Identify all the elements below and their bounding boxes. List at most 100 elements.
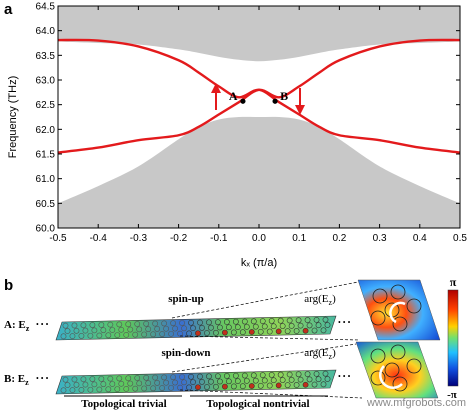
rod (64, 328, 71, 334)
rod (297, 376, 304, 383)
plot-area (58, 6, 460, 228)
rod (320, 327, 327, 334)
rod (284, 328, 291, 335)
rod (304, 317, 311, 323)
rod (239, 383, 246, 390)
rod (225, 378, 232, 385)
row-a-dots-right: • • • (338, 318, 351, 327)
rod (82, 381, 89, 388)
rod (204, 330, 210, 336)
rod (208, 324, 214, 331)
rod (259, 372, 266, 379)
point-a (240, 98, 246, 104)
rod (168, 330, 174, 337)
rod (234, 324, 241, 330)
rod (154, 326, 161, 332)
rod (91, 327, 98, 334)
rod (107, 375, 114, 382)
y-tick-label: 60.5 (36, 199, 56, 210)
rod (96, 332, 103, 339)
rod (98, 375, 105, 382)
row-b-label: B: Ez (4, 373, 29, 387)
row-b-rods (60, 370, 331, 394)
x-tick-label: 0.4 (413, 233, 427, 244)
rod (322, 316, 329, 323)
row-b-label-sub: z (25, 378, 29, 387)
rod (64, 382, 71, 388)
rod (190, 325, 196, 332)
rod (150, 385, 157, 392)
rod (268, 372, 275, 378)
rod (114, 332, 121, 338)
rod (232, 372, 239, 379)
rod (288, 322, 295, 329)
rod (118, 326, 125, 333)
bulk-upper-band (58, 6, 460, 62)
rod (324, 322, 331, 328)
rod (109, 381, 116, 387)
rod (221, 329, 228, 336)
rod (109, 327, 116, 333)
row-a-dots-left: • • • (36, 320, 49, 329)
rod (186, 384, 192, 391)
rod (295, 317, 302, 324)
row-b-dots-left: • • • (36, 374, 49, 383)
rod (105, 332, 112, 339)
rod (206, 373, 212, 380)
rod (275, 382, 282, 389)
rod (190, 379, 196, 386)
rod (179, 320, 185, 326)
y-tick-label: 62.0 (36, 125, 56, 136)
row-b-zoom-line-bottom (179, 389, 363, 399)
x-tick-label: 0.3 (373, 233, 387, 244)
rod (313, 370, 320, 377)
rod (141, 385, 148, 392)
rod (288, 376, 295, 383)
row-b-field-map (55, 369, 337, 395)
rod (266, 382, 273, 389)
y-tick-label: 63.5 (36, 51, 56, 62)
rod (80, 322, 87, 329)
rod (315, 376, 322, 383)
row-a-spin: spin-up (168, 293, 203, 305)
rod (306, 376, 313, 383)
rod (248, 329, 255, 335)
y-tick-label: 61.0 (36, 174, 56, 185)
rod (284, 382, 291, 389)
row-a-zoom-line-bottom (179, 335, 361, 341)
rod (163, 379, 170, 386)
rod (159, 385, 166, 391)
rod (257, 382, 264, 389)
rod (78, 333, 85, 339)
rod (259, 318, 266, 325)
y-tick-label: 63.0 (36, 76, 56, 87)
rod (132, 331, 139, 338)
point-a-label: A (229, 89, 238, 103)
rod (87, 332, 94, 339)
rod (257, 328, 264, 335)
rod (322, 370, 329, 377)
row-b-arg: arg(Ez) (304, 347, 336, 361)
rod (91, 381, 98, 388)
rod (89, 322, 96, 328)
rod (302, 381, 309, 388)
rod (179, 374, 185, 380)
x-tick-label: 0.0 (252, 233, 266, 244)
panel-b-label: b (4, 277, 13, 294)
rod (143, 374, 150, 381)
rod (98, 321, 105, 328)
rod (161, 374, 168, 381)
rod (134, 321, 141, 327)
colorbar-top-label: π (450, 275, 457, 289)
rod (161, 320, 168, 327)
row-b-arg-sub: z (329, 352, 333, 361)
x-tick-label: -0.1 (210, 233, 228, 244)
rod (270, 377, 277, 384)
rod (311, 327, 318, 334)
row-b-dots-right: • • • (338, 372, 351, 381)
x-tick-label: -0.5 (49, 233, 67, 244)
rod (141, 331, 148, 338)
rod (168, 384, 174, 391)
rod (170, 320, 176, 327)
